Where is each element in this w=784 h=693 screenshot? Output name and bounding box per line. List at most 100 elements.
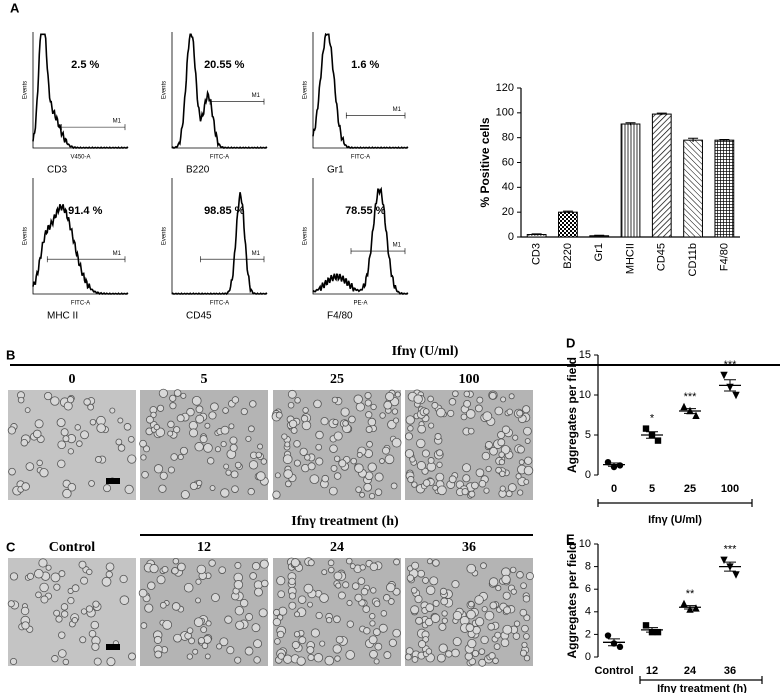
cell — [516, 445, 525, 454]
cell — [219, 637, 229, 647]
cell — [253, 639, 263, 649]
micrograph — [272, 557, 401, 666]
hist-curve — [171, 33, 268, 149]
cell — [394, 391, 401, 398]
cell — [488, 652, 496, 660]
x-axis-label: Ifnγ treatment (h) — [657, 683, 747, 693]
x-tick-label: Gr1 — [593, 243, 605, 261]
cell — [471, 481, 479, 490]
cell — [452, 610, 463, 621]
cell — [258, 608, 268, 618]
cell — [436, 407, 446, 418]
data-point — [720, 371, 728, 380]
cell — [495, 585, 502, 592]
cell — [293, 631, 301, 638]
cell — [332, 419, 339, 426]
cell — [153, 464, 164, 474]
cell — [25, 462, 35, 471]
cell — [416, 438, 426, 449]
cell — [413, 394, 423, 404]
cell — [465, 623, 475, 633]
cell — [57, 440, 67, 450]
cell — [489, 601, 498, 610]
x-tick-label: 36 — [724, 665, 736, 677]
cell — [417, 569, 425, 578]
cell — [294, 397, 301, 404]
cell — [432, 559, 440, 567]
cell — [319, 640, 326, 647]
cell — [335, 635, 344, 644]
cell — [411, 656, 419, 663]
cell — [156, 404, 165, 412]
cell — [315, 611, 323, 620]
cell — [208, 411, 217, 420]
cell — [321, 474, 329, 483]
cell — [180, 490, 190, 500]
cell — [109, 407, 116, 414]
hist-percent: 98.85 % — [204, 205, 245, 217]
cell — [365, 426, 373, 433]
cell — [407, 475, 415, 483]
cell — [492, 657, 499, 665]
cell — [177, 453, 184, 461]
cell — [101, 576, 112, 587]
cell — [225, 469, 232, 476]
cell — [313, 653, 324, 663]
cell — [385, 391, 395, 402]
cell — [192, 648, 199, 655]
cell — [507, 483, 517, 492]
cell — [220, 425, 230, 435]
cell — [482, 411, 493, 422]
cell — [294, 611, 301, 618]
cell — [239, 598, 249, 608]
cell — [188, 637, 195, 645]
cell — [62, 488, 72, 499]
cell — [369, 620, 376, 627]
cell — [465, 409, 476, 419]
cell — [214, 446, 221, 453]
hist-x-axis-label: V450-A — [70, 155, 90, 161]
hist-curve — [171, 192, 268, 296]
cell — [287, 389, 297, 399]
significance: *** — [724, 544, 738, 556]
cell — [369, 613, 376, 620]
cell — [500, 638, 510, 648]
cell — [329, 444, 338, 453]
cell — [520, 582, 527, 590]
cell — [346, 620, 354, 628]
cell — [196, 479, 203, 487]
cell — [293, 440, 301, 448]
y-tick-label: 15 — [579, 349, 591, 361]
cell — [251, 623, 261, 633]
significance: * — [650, 413, 655, 425]
bar — [714, 139, 735, 238]
cell — [119, 574, 128, 584]
panel-label: E — [566, 531, 575, 546]
x-tick-label: 5 — [649, 483, 655, 495]
cell — [368, 635, 378, 645]
cell — [509, 566, 517, 574]
data-point — [732, 571, 740, 579]
cell — [156, 575, 166, 585]
micrograph — [139, 388, 269, 500]
cell — [21, 482, 30, 491]
error-bar — [594, 234, 605, 237]
cell — [428, 422, 435, 429]
cell — [123, 423, 132, 431]
cell — [460, 413, 468, 421]
significance: *** — [724, 359, 738, 371]
cell — [369, 649, 378, 659]
cell — [249, 572, 257, 580]
y-tick-label: 4 — [585, 606, 591, 618]
cell — [370, 403, 377, 411]
cell — [220, 441, 227, 448]
hist-y-axis-label: Events — [23, 227, 29, 245]
cell — [429, 576, 439, 586]
cell — [62, 435, 70, 443]
cell — [331, 396, 339, 404]
cell — [38, 558, 48, 568]
cell — [76, 440, 83, 447]
cell — [468, 601, 475, 608]
cell — [365, 411, 373, 419]
cell — [228, 423, 235, 430]
